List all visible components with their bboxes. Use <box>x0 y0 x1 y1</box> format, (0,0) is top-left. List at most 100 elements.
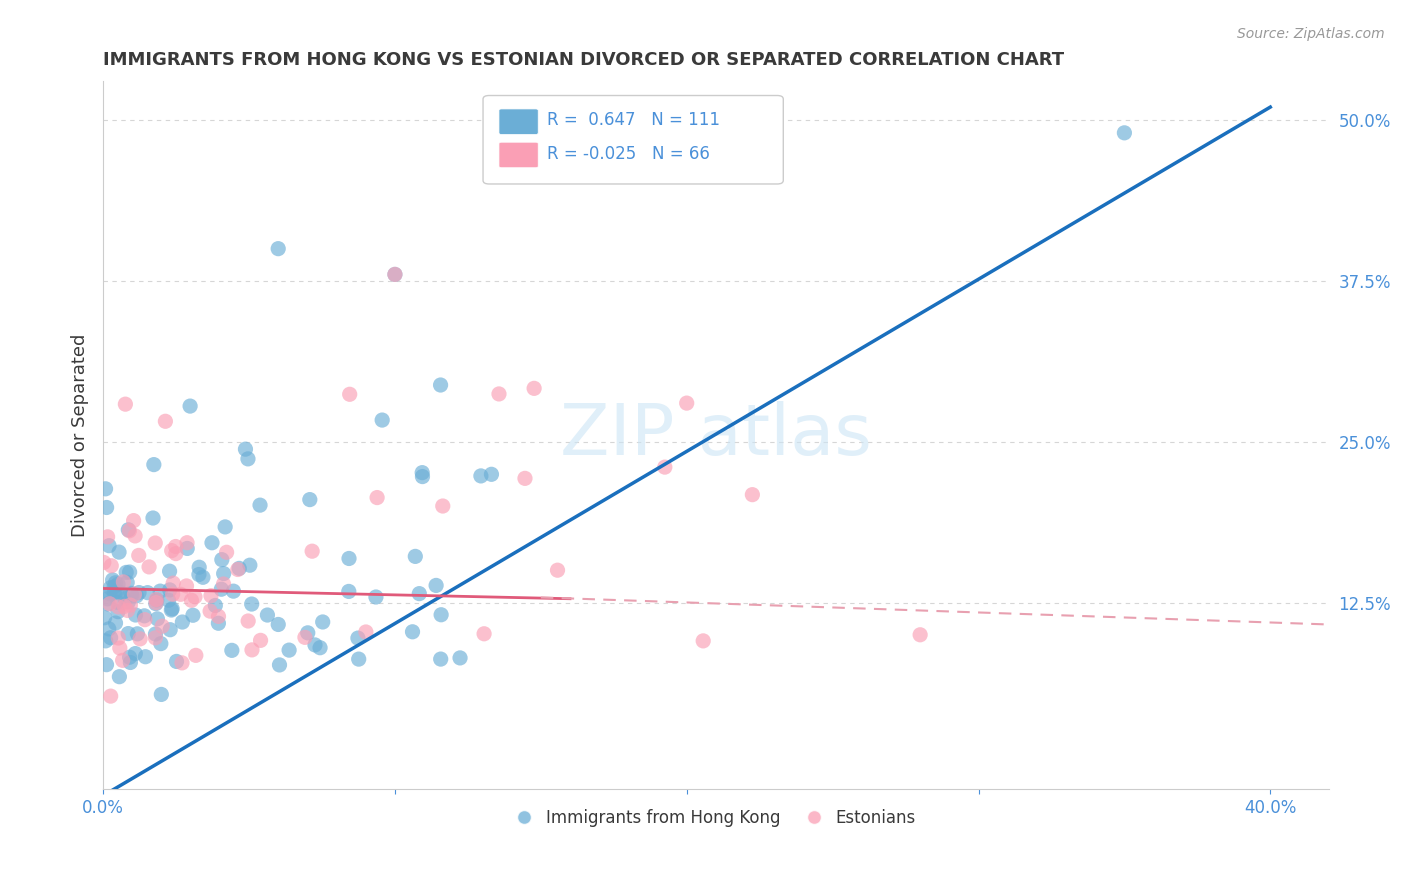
Point <box>149 637 172 651</box>
Point <box>112 599 135 614</box>
Point <box>100 581 122 595</box>
Point <box>366 491 388 505</box>
Point <box>354 624 377 639</box>
Point <box>513 471 536 485</box>
Point <box>337 551 360 566</box>
Point <box>165 547 187 561</box>
Point <box>134 608 156 623</box>
Point <box>301 544 323 558</box>
Point <box>100 689 122 703</box>
Point <box>179 399 201 413</box>
Point <box>212 577 235 591</box>
Point <box>404 549 426 564</box>
Point <box>184 590 207 604</box>
Point <box>170 656 193 670</box>
Point <box>204 599 226 613</box>
Point <box>425 578 447 592</box>
Point <box>124 607 146 622</box>
Y-axis label: Divorced or Separated: Divorced or Separated <box>72 334 89 537</box>
Point <box>136 585 159 599</box>
Text: IMMIGRANTS FROM HONG KONG VS ESTONIAN DIVORCED OR SEPARATED CORRELATION CHART: IMMIGRANTS FROM HONG KONG VS ESTONIAN DI… <box>103 51 1064 69</box>
Point <box>169 587 191 601</box>
Point <box>215 545 238 559</box>
Point <box>124 529 146 543</box>
Point <box>145 627 167 641</box>
Point <box>103 586 125 600</box>
Point <box>105 584 128 599</box>
Point <box>411 466 433 480</box>
Point <box>309 640 332 655</box>
Point <box>267 242 290 256</box>
Point <box>115 575 138 590</box>
Point <box>127 627 149 641</box>
Point <box>430 607 453 622</box>
Point <box>104 615 127 630</box>
FancyBboxPatch shape <box>499 142 538 168</box>
Point <box>145 596 167 610</box>
Point <box>339 387 361 401</box>
Text: R =  0.647   N = 111: R = 0.647 N = 111 <box>547 112 720 129</box>
Point <box>117 603 139 617</box>
Point <box>297 625 319 640</box>
Point <box>180 593 202 607</box>
Text: ZIP atlas: ZIP atlas <box>560 401 872 470</box>
Point <box>166 655 188 669</box>
Legend: Immigrants from Hong Kong, Estonians: Immigrants from Hong Kong, Estonians <box>509 803 922 834</box>
Point <box>120 598 142 612</box>
Point <box>384 268 406 282</box>
Point <box>654 460 676 475</box>
Point <box>239 558 262 573</box>
Point <box>150 619 173 633</box>
Point <box>384 268 406 282</box>
Point <box>240 643 263 657</box>
Point <box>187 567 209 582</box>
Point <box>98 587 121 601</box>
Point <box>675 396 697 410</box>
Point <box>240 597 263 611</box>
FancyBboxPatch shape <box>484 95 783 184</box>
Point <box>93 611 115 625</box>
Point <box>226 562 249 576</box>
Point <box>150 688 173 702</box>
Point <box>371 413 394 427</box>
Text: R = -0.025   N = 66: R = -0.025 N = 66 <box>547 145 710 162</box>
Point <box>96 500 118 515</box>
Point <box>120 656 142 670</box>
Point <box>104 575 127 590</box>
Point <box>96 591 118 606</box>
Point <box>98 539 121 553</box>
Point <box>181 608 204 623</box>
Point <box>1114 126 1136 140</box>
Point <box>111 653 134 667</box>
Point <box>235 442 257 457</box>
Point <box>94 633 117 648</box>
Point <box>149 584 172 599</box>
Point <box>401 624 423 639</box>
Point <box>155 414 177 428</box>
Point <box>103 580 125 594</box>
Point <box>160 602 183 616</box>
Point <box>134 613 156 627</box>
Point <box>97 530 120 544</box>
Point <box>198 604 221 618</box>
Point <box>97 597 120 611</box>
Point <box>142 511 165 525</box>
Point <box>364 590 387 604</box>
Point <box>159 623 181 637</box>
Point <box>114 591 136 606</box>
Point <box>207 616 229 631</box>
Point <box>129 632 152 646</box>
Point <box>117 595 139 609</box>
Point <box>125 589 148 603</box>
Point <box>118 650 141 665</box>
Point <box>481 467 503 482</box>
Point <box>488 387 510 401</box>
Point <box>108 641 131 656</box>
Point <box>110 585 132 599</box>
Point <box>221 643 243 657</box>
Point <box>142 458 165 472</box>
Point <box>115 566 138 580</box>
Point <box>449 651 471 665</box>
Point <box>411 469 433 483</box>
Point <box>184 648 207 663</box>
